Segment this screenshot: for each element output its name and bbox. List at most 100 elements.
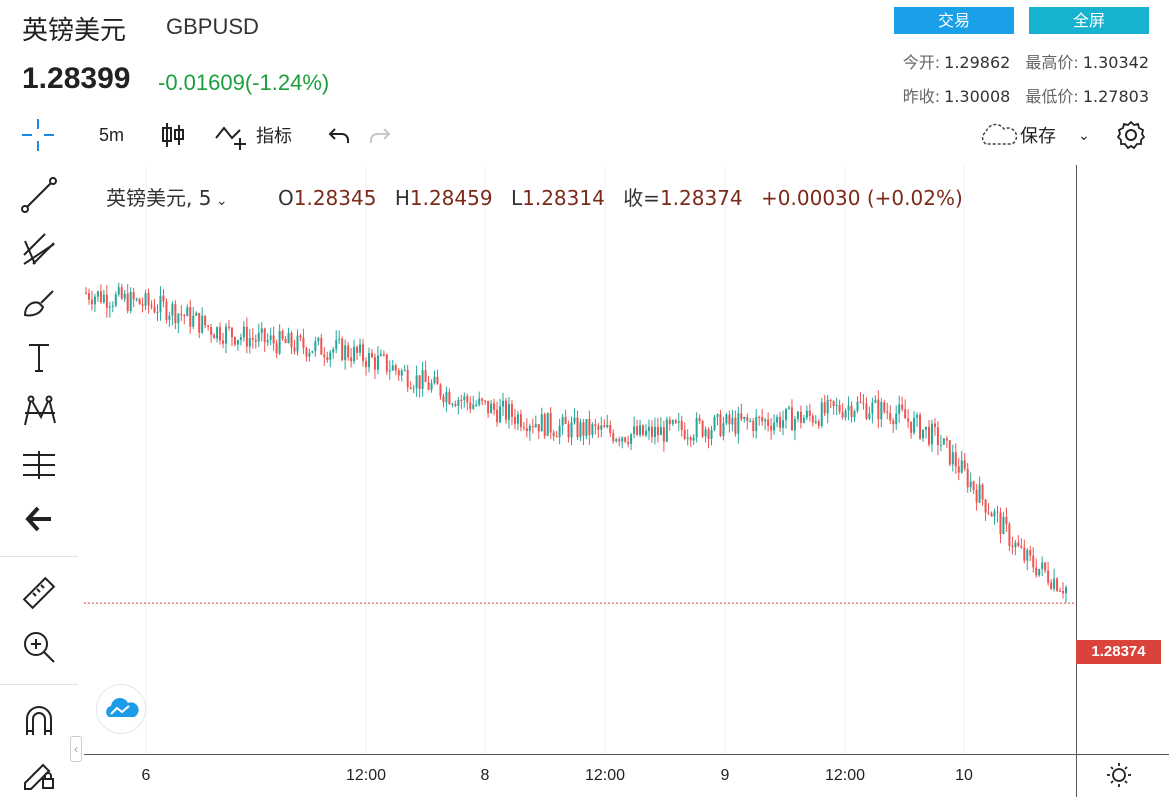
candle-body: [245, 326, 248, 347]
ruler-icon[interactable]: [18, 572, 60, 614]
chevron-down-icon[interactable]: ⌄: [1078, 126, 1090, 143]
legend-interval[interactable]: 5: [198, 186, 212, 210]
candle-body: [332, 349, 335, 353]
candle-body: [606, 425, 609, 428]
candle-body: [510, 404, 513, 417]
candle-body: [120, 287, 123, 299]
time-tick: 9: [720, 767, 730, 784]
candle-body: [790, 407, 793, 431]
candle-body: [820, 402, 823, 427]
candle-body: [379, 353, 382, 356]
candle-body: [430, 383, 433, 390]
candle-body: [409, 387, 412, 389]
legend-open-label: O: [278, 186, 294, 210]
zoom-in-icon[interactable]: [18, 626, 60, 668]
fullscreen-button[interactable]: 全屏: [1029, 7, 1149, 34]
candle-body: [776, 417, 779, 423]
axis-settings-corner[interactable]: [1076, 754, 1169, 797]
legend-name: 英镑美元,: [106, 186, 193, 210]
candle-body: [323, 354, 326, 358]
save-button[interactable]: 保存 ⌄: [978, 115, 1090, 155]
candle-body: [954, 452, 957, 467]
candle-body: [341, 338, 344, 361]
tradingview-logo-icon[interactable]: [96, 684, 146, 734]
candle-body: [585, 419, 588, 436]
candle-body: [210, 326, 213, 335]
candle-body: [653, 426, 656, 437]
candle-body: [877, 399, 880, 420]
pattern-icon[interactable]: [18, 390, 60, 432]
candle-body: [490, 403, 493, 414]
interval-selector[interactable]: 5m: [99, 124, 125, 145]
collapse-toolbar-toggle[interactable]: ‹: [70, 736, 82, 762]
candle-body: [1059, 590, 1062, 592]
candle-body: [320, 337, 323, 355]
redo-icon[interactable]: [368, 115, 392, 155]
candle-body: [516, 414, 519, 424]
candle-body: [859, 401, 862, 403]
candle-body: [719, 414, 722, 436]
crosshair-icon[interactable]: [20, 115, 60, 155]
trade-button[interactable]: 交易: [894, 7, 1014, 34]
candle-body: [603, 425, 606, 428]
candle-body: [844, 410, 847, 418]
legend-close: 1.28374: [659, 186, 743, 210]
candlestick-icon[interactable]: [160, 115, 186, 155]
candle-body: [201, 315, 204, 333]
candlestick-chart-svg: [84, 165, 1076, 754]
magnet-icon[interactable]: [18, 700, 60, 742]
candle-body: [108, 306, 111, 308]
candle-body: [993, 511, 996, 517]
candle-body: [883, 402, 886, 412]
fibonacci-icon[interactable]: [18, 228, 60, 270]
price-change: -0.01609(-1.24%): [158, 70, 330, 95]
measure-levels-icon[interactable]: [18, 444, 60, 486]
candle-body: [975, 489, 978, 503]
candle-body: [350, 357, 353, 362]
text-tool-icon[interactable]: [18, 336, 60, 378]
indicators-button[interactable]: 指标: [214, 115, 292, 155]
legend-high-label: H: [394, 186, 410, 210]
trend-line-icon[interactable]: [18, 174, 60, 216]
time-tick: 12:00: [345, 767, 387, 784]
back-arrow-icon[interactable]: [18, 498, 60, 540]
legend-change-pct: (+0.02%): [866, 186, 963, 210]
candle-body: [1062, 590, 1065, 594]
candle-body: [573, 417, 576, 423]
undo-icon[interactable]: [327, 115, 351, 155]
brush-icon[interactable]: [18, 282, 60, 324]
legend-chevron-icon[interactable]: ⌄: [211, 193, 228, 209]
candle-body: [609, 425, 612, 434]
candle-body: [356, 346, 359, 353]
candle-body: [272, 335, 275, 344]
candle-body: [773, 422, 776, 431]
candle-body: [296, 335, 299, 352]
candle-body: [469, 402, 472, 409]
settings-gear-icon[interactable]: [1116, 115, 1146, 155]
candle-body: [597, 425, 600, 430]
candle-body: [394, 365, 397, 371]
drawing-toolbar: [0, 160, 78, 797]
candle-body: [189, 307, 192, 327]
candle-body: [841, 412, 844, 418]
candle-body: [472, 404, 475, 409]
candle-body: [895, 413, 898, 425]
price-axis[interactable]: [1076, 165, 1169, 754]
candle-body: [713, 416, 716, 430]
candle-body: [111, 305, 114, 307]
price-chart[interactable]: [84, 165, 1076, 754]
candle-body: [1017, 542, 1020, 547]
candle-body: [1044, 562, 1047, 571]
candle-body: [868, 413, 871, 419]
lock-drawing-icon[interactable]: [18, 752, 60, 794]
candle-body: [996, 511, 999, 513]
candle-body: [770, 425, 773, 431]
quote-stats: 今开: 1.29862 最高价: 1.30342 昨收: 1.30008 最低价: 1.…: [899, 46, 1149, 114]
quote-header: 英镑美元 GBPUSD 1.28399 -0.01609(-1.24%) 交易 …: [0, 0, 1169, 110]
candle-body: [862, 402, 865, 404]
candle-body: [880, 402, 883, 420]
time-axis[interactable]: 6 12:00 8 12:00 9 12:00 10: [84, 754, 1076, 797]
candle-body: [177, 313, 180, 324]
candle-body: [892, 420, 895, 425]
candle-body: [186, 307, 189, 317]
